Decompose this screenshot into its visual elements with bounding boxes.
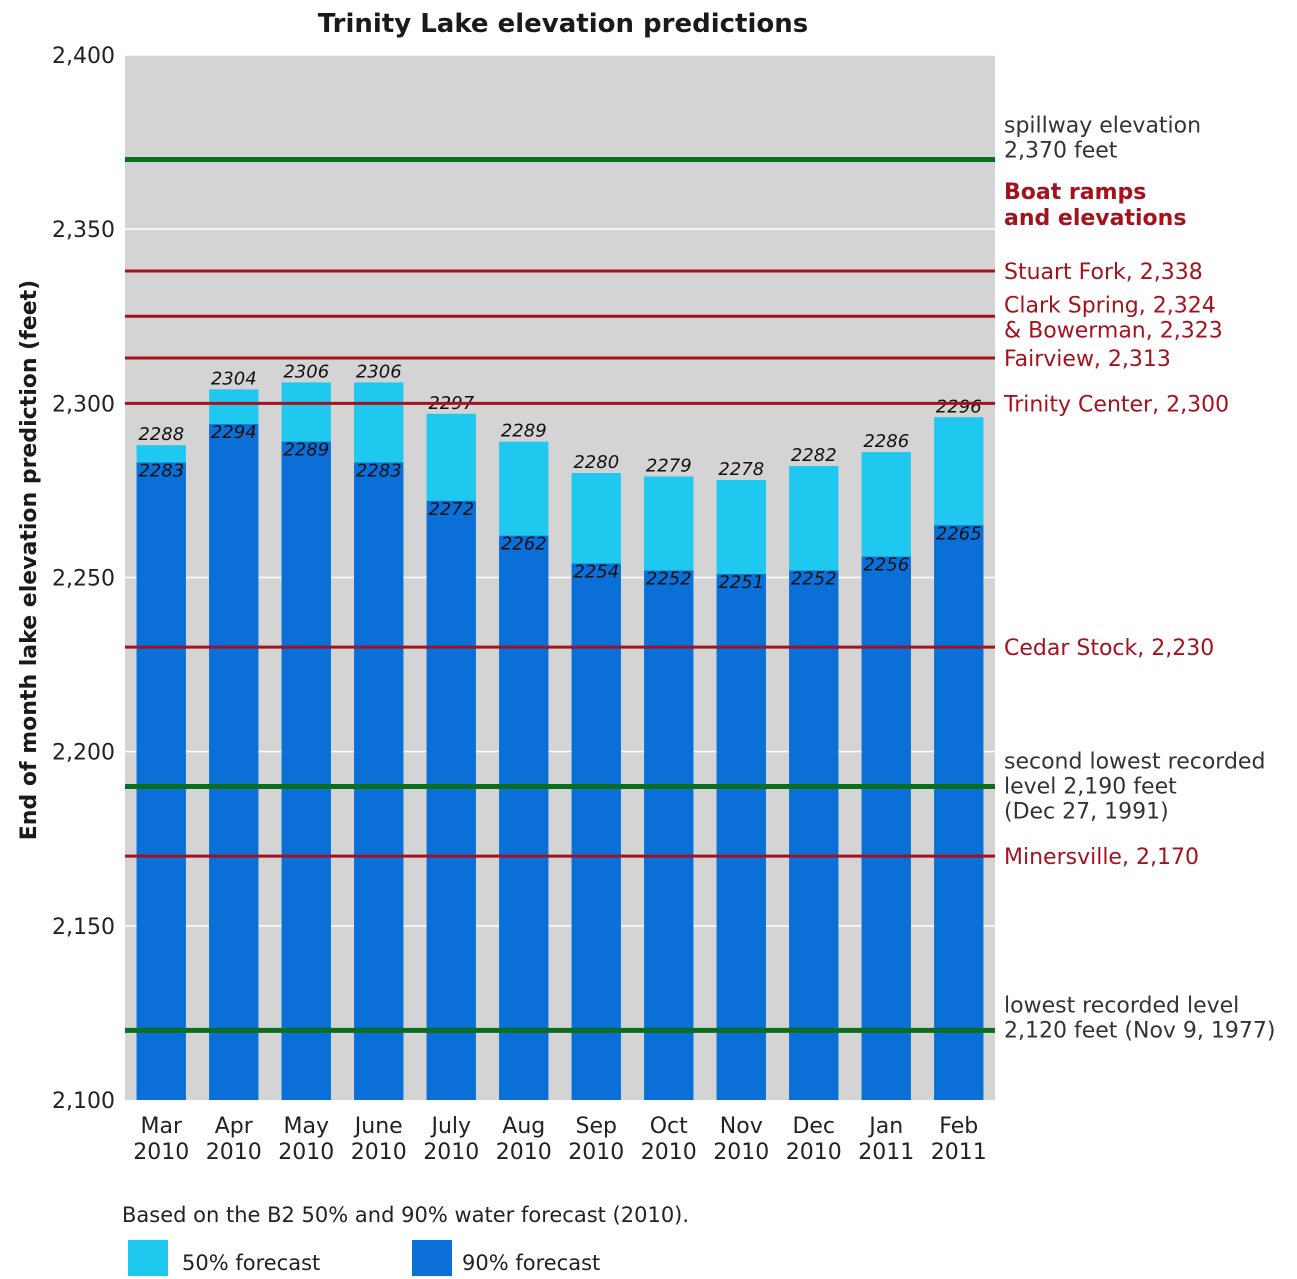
x-tick-label-year: 2011 [858, 1140, 914, 1165]
reference-line-label: Minersville, 2,170 [1004, 845, 1199, 870]
reference-line-label: 2,120 feet (Nov 9, 1977) [1004, 1018, 1275, 1043]
bar-90-forecast [789, 570, 839, 1100]
footnote: Based on the B2 50% and 90% water foreca… [122, 1203, 689, 1227]
x-tick-label-month: Sep [576, 1114, 617, 1139]
bar-90-forecast [716, 574, 766, 1100]
legend-label-50: 50% forecast [182, 1251, 320, 1275]
bars: 2288228323042294230622892306228322972272… [136, 361, 984, 1101]
data-label-50: 2306 [356, 361, 402, 382]
legend-label-90: 90% forecast [462, 1251, 600, 1275]
bar-90-forecast [209, 424, 259, 1100]
reference-line-label: lowest recorded level [1004, 993, 1239, 1018]
x-tick-label-year: 2010 [496, 1140, 552, 1165]
reference-line-label: & Bowerman, 2,323 [1004, 318, 1223, 343]
x-tick-label-month: Mar [140, 1114, 182, 1139]
reference-line-label: level 2,190 feet [1004, 775, 1177, 800]
data-label-90: 2283 [356, 461, 402, 482]
reference-line-label: Stuart Fork, 2,338 [1004, 260, 1203, 285]
legend: 50% forecast 90% forecast [128, 1240, 600, 1276]
data-label-90: 2251 [718, 572, 764, 593]
y-tick-label: 2,100 [52, 1089, 115, 1114]
x-tick-label-month: Jan [867, 1114, 903, 1139]
data-label-90: 2289 [283, 440, 329, 461]
data-label-90: 2265 [936, 523, 982, 544]
x-tick-label-year: 2010 [568, 1140, 624, 1165]
x-tick-label-year: 2010 [713, 1140, 769, 1165]
y-tick-label: 2,400 [52, 44, 115, 69]
bar-90-forecast [644, 570, 694, 1100]
reference-line-label: 2,370 feet [1004, 139, 1118, 164]
x-tick-label-year: 2010 [206, 1140, 262, 1165]
bar-90-forecast [861, 556, 911, 1100]
data-label-50: 2289 [501, 421, 547, 442]
x-tick-label-month: Dec [792, 1114, 835, 1139]
bar-90-forecast [136, 462, 186, 1100]
bar-90-forecast [426, 500, 476, 1100]
data-label-90: 2283 [138, 461, 184, 482]
data-label-50: 2278 [718, 459, 764, 480]
reference-line-label: Clark Spring, 2,324 [1004, 293, 1216, 318]
x-tick-label-month: Aug [502, 1114, 545, 1139]
x-tick-label-month: Oct [650, 1114, 688, 1139]
data-label-90: 2256 [863, 555, 909, 576]
data-label-50: 2279 [646, 455, 692, 476]
reference-line-label: Fairview, 2,313 [1004, 347, 1171, 372]
y-axis-label: End of month lake elevation prediction (… [17, 280, 42, 840]
data-label-90: 2254 [573, 562, 619, 583]
data-label-90: 2272 [428, 499, 474, 520]
bar-90-forecast [281, 441, 331, 1100]
x-tick-label-year: 2010 [133, 1140, 189, 1165]
data-label-50: 2282 [791, 445, 837, 466]
reference-line-label: spillway elevation [1004, 114, 1201, 139]
x-tick-label-month: Nov [720, 1114, 763, 1139]
x-axis-ticks: Mar2010Apr2010May2010June2010July2010Aug… [133, 1114, 987, 1165]
data-label-50: 2296 [936, 396, 982, 417]
chart-title: Trinity Lake elevation predictions [318, 9, 808, 39]
x-tick-label-year: 2010 [278, 1140, 334, 1165]
boat-ramps-heading-line-2: and elevations [1004, 206, 1186, 231]
data-label-90: 2294 [211, 422, 257, 443]
x-tick-label-year: 2010 [786, 1140, 842, 1165]
bar-90-forecast [934, 525, 984, 1100]
x-tick-label-month: July [429, 1114, 471, 1139]
reference-line-label: second lowest recorded [1004, 750, 1265, 775]
bar-90-forecast [354, 462, 404, 1100]
x-tick-label-year: 2010 [641, 1140, 697, 1165]
reference-line-label: (Dec 27, 1991) [1004, 800, 1169, 825]
data-label-50: 2288 [138, 424, 184, 445]
data-label-90: 2252 [791, 569, 837, 590]
data-label-50: 2286 [863, 431, 909, 452]
data-label-90: 2262 [501, 534, 547, 555]
data-label-50: 2280 [573, 452, 619, 473]
reference-line-label: Trinity Center, 2,300 [1003, 392, 1229, 417]
y-tick-label: 2,150 [52, 915, 115, 940]
y-tick-label: 2,300 [52, 392, 115, 417]
legend-swatch-50 [128, 1240, 168, 1276]
data-label-90: 2252 [646, 569, 692, 590]
y-tick-label: 2,350 [52, 218, 115, 243]
boat-ramps-heading-line-1: Boat ramps [1004, 180, 1146, 205]
data-label-50: 2304 [211, 368, 257, 389]
x-tick-label-year: 2011 [931, 1140, 987, 1165]
x-tick-label-month: Apr [215, 1114, 254, 1139]
y-axis-ticks: 2,100 2,150 2,200 2,250 2,300 2,350 2,400 [52, 44, 115, 1114]
bar-90-forecast [499, 535, 549, 1100]
x-tick-label-year: 2010 [351, 1140, 407, 1165]
x-tick-label-month: Feb [939, 1114, 978, 1139]
bar-90-forecast [571, 563, 621, 1100]
x-tick-label-month: June [353, 1114, 403, 1139]
data-label-50: 2306 [283, 361, 329, 382]
legend-swatch-90 [412, 1240, 452, 1276]
x-tick-label-month: May [284, 1114, 329, 1139]
y-tick-label: 2,200 [52, 741, 115, 766]
x-tick-label-year: 2010 [423, 1140, 479, 1165]
y-tick-label: 2,250 [52, 567, 115, 592]
reference-line-label: Cedar Stock, 2,230 [1004, 636, 1214, 661]
